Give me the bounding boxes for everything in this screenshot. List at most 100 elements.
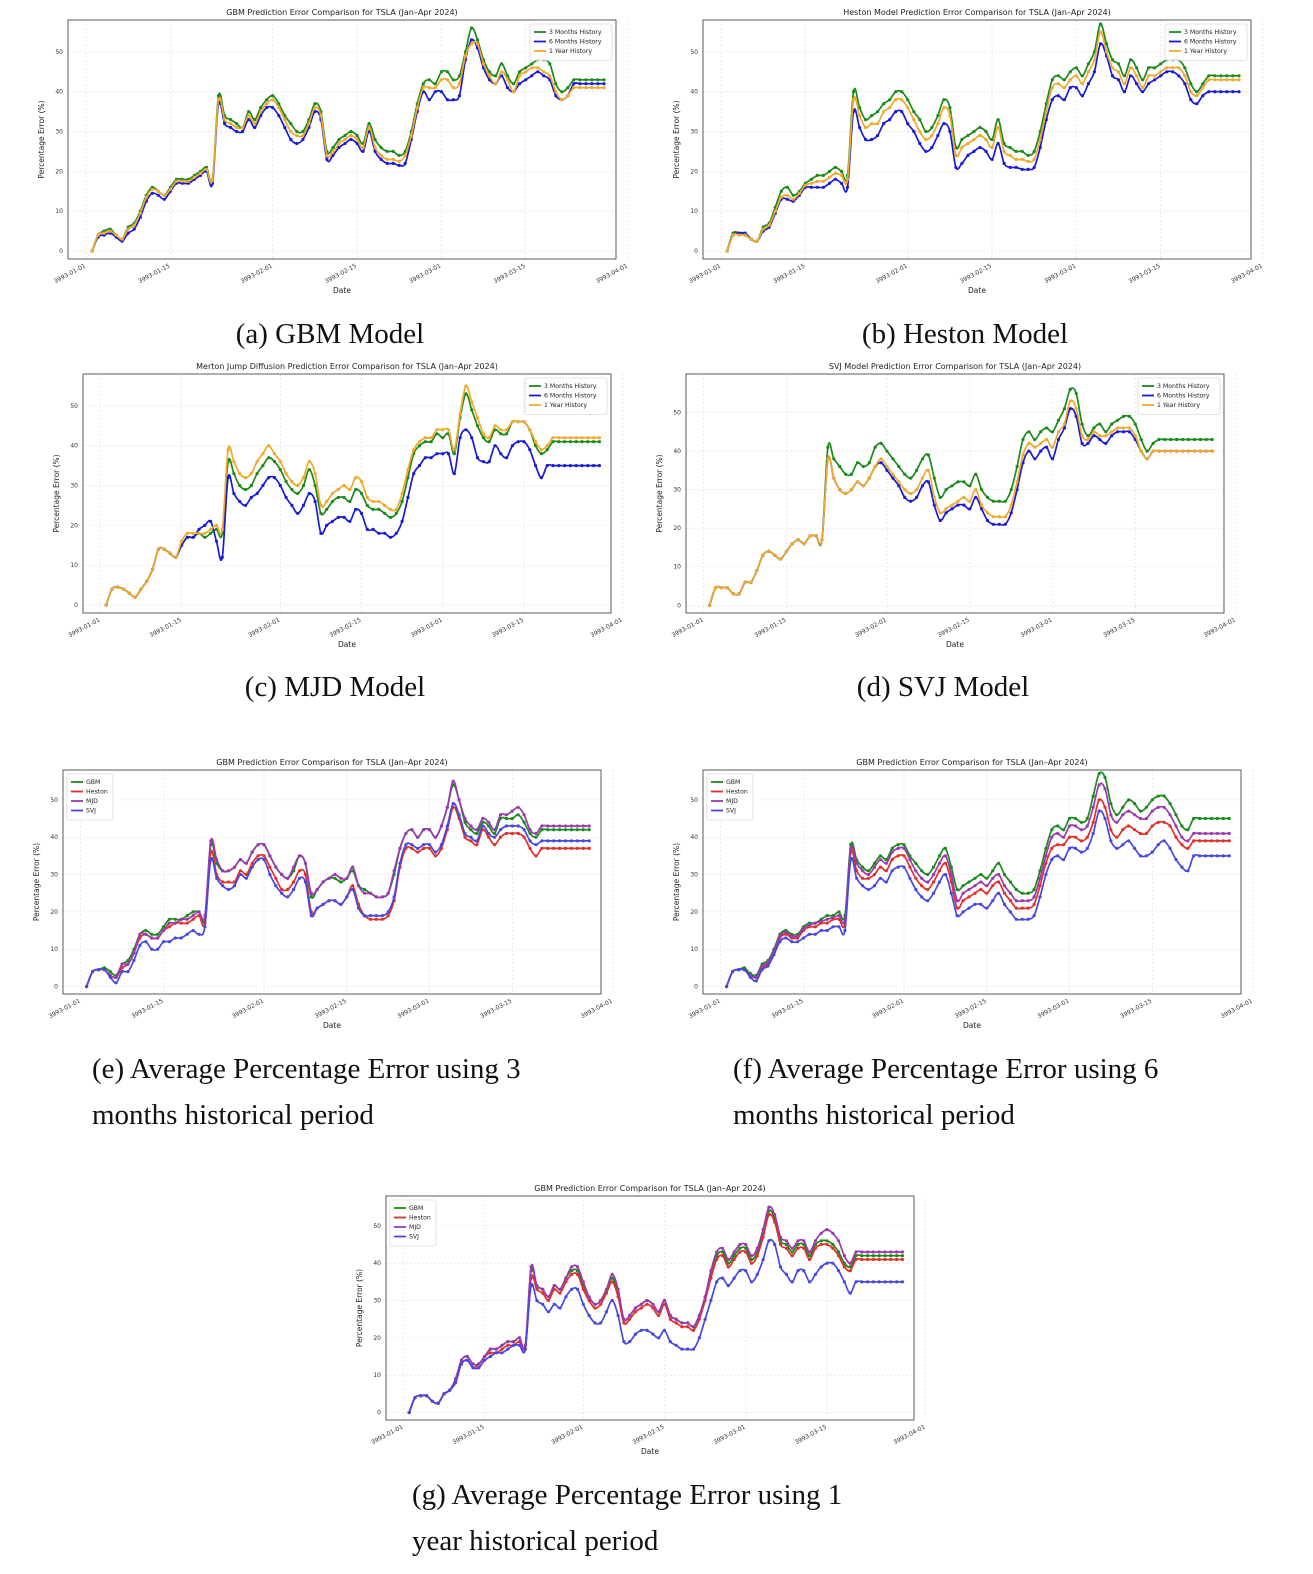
data-point: [592, 440, 596, 444]
data-point: [877, 1257, 881, 1262]
data-point: [1050, 445, 1055, 449]
data-point: [1171, 66, 1175, 70]
data-point: [738, 1269, 742, 1273]
data-point: [790, 542, 794, 546]
data-point: [1203, 839, 1208, 843]
data-point: [575, 828, 580, 832]
data-point: [773, 1220, 777, 1224]
data-point: [610, 1272, 614, 1276]
data-point: [518, 82, 522, 86]
data-point: [903, 495, 907, 499]
data-point: [861, 484, 865, 488]
data-point: [150, 187, 154, 191]
data-point: [481, 820, 485, 824]
data-point: [831, 1246, 835, 1250]
data-point: [918, 129, 922, 134]
data-point: [558, 1291, 562, 1295]
data-point: [581, 828, 585, 832]
data-point: [979, 902, 983, 906]
data-point: [872, 884, 877, 888]
data-point: [1032, 149, 1036, 153]
data-point: [295, 141, 299, 146]
data-point: [512, 1340, 516, 1344]
data-point: [896, 846, 900, 850]
data-point: [380, 895, 384, 899]
data-point: [214, 539, 219, 543]
data-point: [1008, 910, 1012, 914]
data-point: [1085, 824, 1089, 828]
x-tick-label: 3993-02-01: [240, 263, 274, 286]
x-axis-label: Date: [963, 1021, 981, 1030]
data-point: [938, 511, 942, 515]
data-point: [932, 495, 936, 499]
data-point: [580, 464, 584, 468]
data-point: [1186, 869, 1190, 873]
x-tick-label: 3993-02-01: [854, 617, 888, 640]
x-tick-label: 3993-01-15: [451, 1424, 485, 1447]
data-point: [162, 547, 166, 551]
data-point: [451, 802, 455, 806]
data-point: [91, 970, 95, 974]
data-point: [985, 511, 990, 515]
data-point: [458, 412, 462, 416]
data-point: [842, 1254, 846, 1258]
data-point: [392, 895, 396, 899]
data-point: [463, 835, 467, 839]
data-point: [1135, 66, 1139, 70]
data-point: [243, 487, 248, 492]
data-point: [150, 932, 154, 936]
data-point: [691, 1347, 696, 1351]
data-point: [1144, 831, 1148, 836]
data-point: [809, 177, 813, 181]
data-point: [278, 483, 282, 488]
data-point: [232, 460, 236, 464]
data-point: [433, 90, 437, 94]
data-point: [297, 869, 302, 873]
data-point: [1225, 90, 1229, 94]
data-point: [808, 534, 812, 538]
data-point: [481, 62, 486, 66]
data-point: [512, 90, 516, 94]
data-point: [761, 1235, 765, 1239]
data-point: [651, 1332, 655, 1336]
data-point: [261, 483, 265, 488]
data-point: [1156, 820, 1160, 824]
data-point: [296, 483, 300, 488]
data-point: [536, 66, 540, 70]
data-point: [839, 181, 844, 185]
data-point: [686, 1325, 690, 1329]
data-point: [891, 457, 895, 461]
data-point: [1153, 78, 1157, 82]
data-point: [879, 457, 883, 461]
data-point: [487, 831, 491, 836]
data-point: [861, 884, 865, 888]
data-point: [1092, 434, 1096, 438]
y-tick-label: 40: [673, 448, 681, 455]
data-point: [1121, 828, 1125, 832]
data-point: [889, 1280, 893, 1284]
data-point: [991, 515, 995, 519]
data-point: [1133, 802, 1137, 806]
data-point: [1225, 74, 1229, 78]
data-point: [912, 110, 916, 114]
data-point: [918, 141, 922, 146]
data-point: [871, 1280, 876, 1284]
x-tick-label: 3993-02-01: [231, 998, 265, 1021]
data-point: [860, 1250, 864, 1254]
data-point: [1127, 414, 1131, 418]
data-point: [878, 876, 882, 880]
data-point: [819, 1239, 823, 1243]
data-point: [422, 828, 426, 832]
y-tick-label: 20: [690, 909, 698, 916]
data-point: [790, 940, 794, 944]
data-point: [888, 106, 892, 110]
data-point: [102, 968, 106, 972]
data-point: [908, 876, 912, 880]
data-point: [1110, 434, 1114, 438]
data-point: [446, 428, 451, 432]
data-point: [719, 586, 724, 590]
data-point: [1215, 816, 1219, 821]
data-point: [962, 480, 966, 484]
data-point: [441, 428, 445, 432]
data-point: [458, 436, 462, 440]
